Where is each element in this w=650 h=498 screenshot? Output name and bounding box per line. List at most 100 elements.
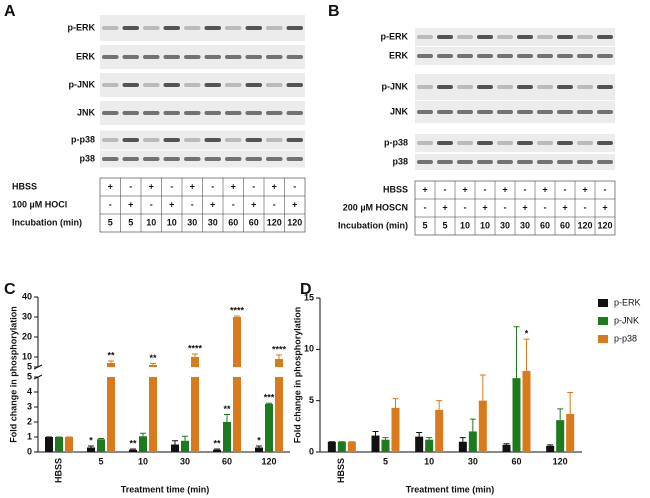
band-label: p-ERK bbox=[381, 31, 409, 41]
table-cell: + bbox=[562, 202, 567, 212]
band bbox=[497, 85, 513, 89]
band bbox=[204, 26, 221, 30]
band bbox=[557, 54, 573, 58]
significance: ** bbox=[213, 438, 221, 448]
x-axis-title: Treatment time (min) bbox=[121, 484, 210, 494]
error-bar bbox=[150, 362, 156, 365]
band bbox=[286, 138, 303, 142]
band bbox=[417, 141, 433, 145]
band-label: JNK bbox=[390, 106, 409, 116]
bar bbox=[255, 447, 263, 452]
table-cell: 5 bbox=[422, 220, 427, 230]
band bbox=[122, 138, 139, 142]
band bbox=[225, 55, 242, 59]
table-cell: + bbox=[210, 199, 215, 209]
band bbox=[204, 83, 221, 87]
x-tick-label: 120 bbox=[553, 456, 568, 466]
band bbox=[102, 55, 119, 59]
band bbox=[286, 157, 303, 161]
band bbox=[497, 110, 513, 114]
band bbox=[417, 160, 433, 164]
band bbox=[477, 54, 493, 58]
bar bbox=[468, 431, 477, 452]
table-cell: 30 bbox=[520, 220, 530, 230]
band bbox=[577, 85, 593, 89]
band bbox=[245, 83, 262, 87]
table-cell: - bbox=[504, 202, 507, 212]
row-label: 200 µM HOSCN bbox=[343, 202, 408, 212]
significance: ** bbox=[149, 353, 157, 363]
significance: ** bbox=[223, 404, 231, 414]
band bbox=[102, 138, 119, 142]
band bbox=[417, 85, 433, 89]
x-tick-label: 30 bbox=[468, 456, 478, 466]
table-cell: 60 bbox=[228, 217, 238, 227]
bar bbox=[87, 447, 95, 452]
band bbox=[477, 160, 493, 164]
band bbox=[417, 54, 433, 58]
band bbox=[437, 54, 453, 58]
band bbox=[286, 55, 303, 59]
band bbox=[143, 138, 160, 142]
bar bbox=[139, 436, 147, 452]
table-cell: + bbox=[482, 202, 487, 212]
band bbox=[577, 35, 593, 39]
band bbox=[477, 110, 493, 114]
band bbox=[417, 110, 433, 114]
blot-strip bbox=[100, 150, 305, 168]
table-cell: - bbox=[252, 181, 255, 191]
error-bar bbox=[88, 445, 94, 448]
band bbox=[143, 157, 160, 161]
band bbox=[266, 111, 283, 115]
band bbox=[457, 110, 473, 114]
table-cell: 120 bbox=[287, 217, 302, 227]
bar bbox=[191, 357, 199, 452]
table-cell: + bbox=[190, 181, 195, 191]
x-axis-title: Treatment time (min) bbox=[406, 484, 495, 494]
panel-letter: D bbox=[300, 281, 312, 298]
error-bar bbox=[479, 374, 486, 401]
significance: * bbox=[525, 328, 529, 338]
band bbox=[477, 35, 493, 39]
table-cell: - bbox=[544, 202, 547, 212]
table-cell: 30 bbox=[208, 217, 218, 227]
y-tick-label: 2 bbox=[27, 416, 32, 426]
error-bar bbox=[234, 315, 240, 317]
error-bar bbox=[192, 353, 198, 357]
bar bbox=[55, 437, 63, 452]
band bbox=[184, 26, 201, 30]
bar bbox=[129, 449, 137, 452]
table-cell: + bbox=[149, 181, 154, 191]
x-tick-label: 60 bbox=[222, 456, 232, 466]
blot-strip bbox=[415, 101, 615, 123]
band bbox=[577, 110, 593, 114]
table-cell: - bbox=[484, 184, 487, 194]
band bbox=[225, 138, 242, 142]
error-bar bbox=[372, 430, 379, 436]
y-axis-title: Fold change in phosphorylation bbox=[8, 306, 18, 443]
table-cell: + bbox=[502, 184, 507, 194]
band bbox=[102, 111, 119, 115]
table-cell: - bbox=[444, 184, 447, 194]
band bbox=[143, 26, 160, 30]
bar bbox=[275, 359, 283, 452]
error-bar bbox=[523, 338, 530, 371]
band bbox=[517, 110, 533, 114]
significance: **** bbox=[230, 305, 245, 315]
table-cell: - bbox=[232, 199, 235, 209]
table-cell: + bbox=[251, 199, 256, 209]
band bbox=[517, 160, 533, 164]
band bbox=[204, 111, 221, 115]
y-tick-label: 40 bbox=[22, 291, 32, 301]
bar bbox=[381, 439, 390, 452]
bar bbox=[522, 370, 531, 452]
table-cell: 30 bbox=[500, 220, 510, 230]
band-label: p-p38 bbox=[71, 134, 95, 144]
band bbox=[597, 160, 613, 164]
band bbox=[517, 54, 533, 58]
band bbox=[225, 111, 242, 115]
band bbox=[266, 26, 283, 30]
table-cell: - bbox=[293, 181, 296, 191]
band bbox=[517, 35, 533, 39]
